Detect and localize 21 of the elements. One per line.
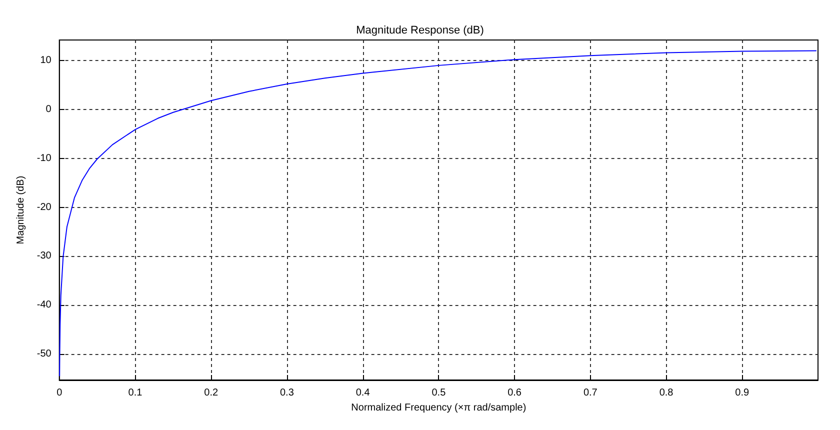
y-tick-label: -30 (36, 250, 52, 262)
y-tick-label: -40 (36, 300, 52, 311)
x-tick-label: 0.9 (735, 388, 750, 398)
x-tick-label: 0.5 (432, 388, 446, 398)
chart-title: Magnitude Response (dB) (356, 24, 484, 36)
y-tick-label: -20 (36, 202, 52, 213)
x-tick-label: 0.8 (659, 388, 674, 398)
y-tick-label: 10 (40, 55, 52, 66)
x-tick-label: 0 (56, 388, 63, 398)
x-tick-label: 0.7 (583, 388, 598, 398)
y-tick-label: -10 (36, 152, 52, 164)
line-series (59, 50, 817, 377)
x-axis-title: Normalized Frequency (×π rad/sample) (351, 402, 526, 414)
x-tick-label: 0.1 (128, 388, 143, 398)
x-tick-label: 0.6 (508, 388, 522, 398)
x-tick-label: 0.3 (280, 388, 294, 398)
y-tick-label: -50 (36, 348, 52, 360)
x-tick-label: 0.2 (204, 388, 218, 398)
y-tick-label: 0 (46, 104, 52, 115)
y-axis-title: Magnitude (dB) (16, 176, 26, 244)
x-tick-label: 0.4 (356, 388, 370, 398)
